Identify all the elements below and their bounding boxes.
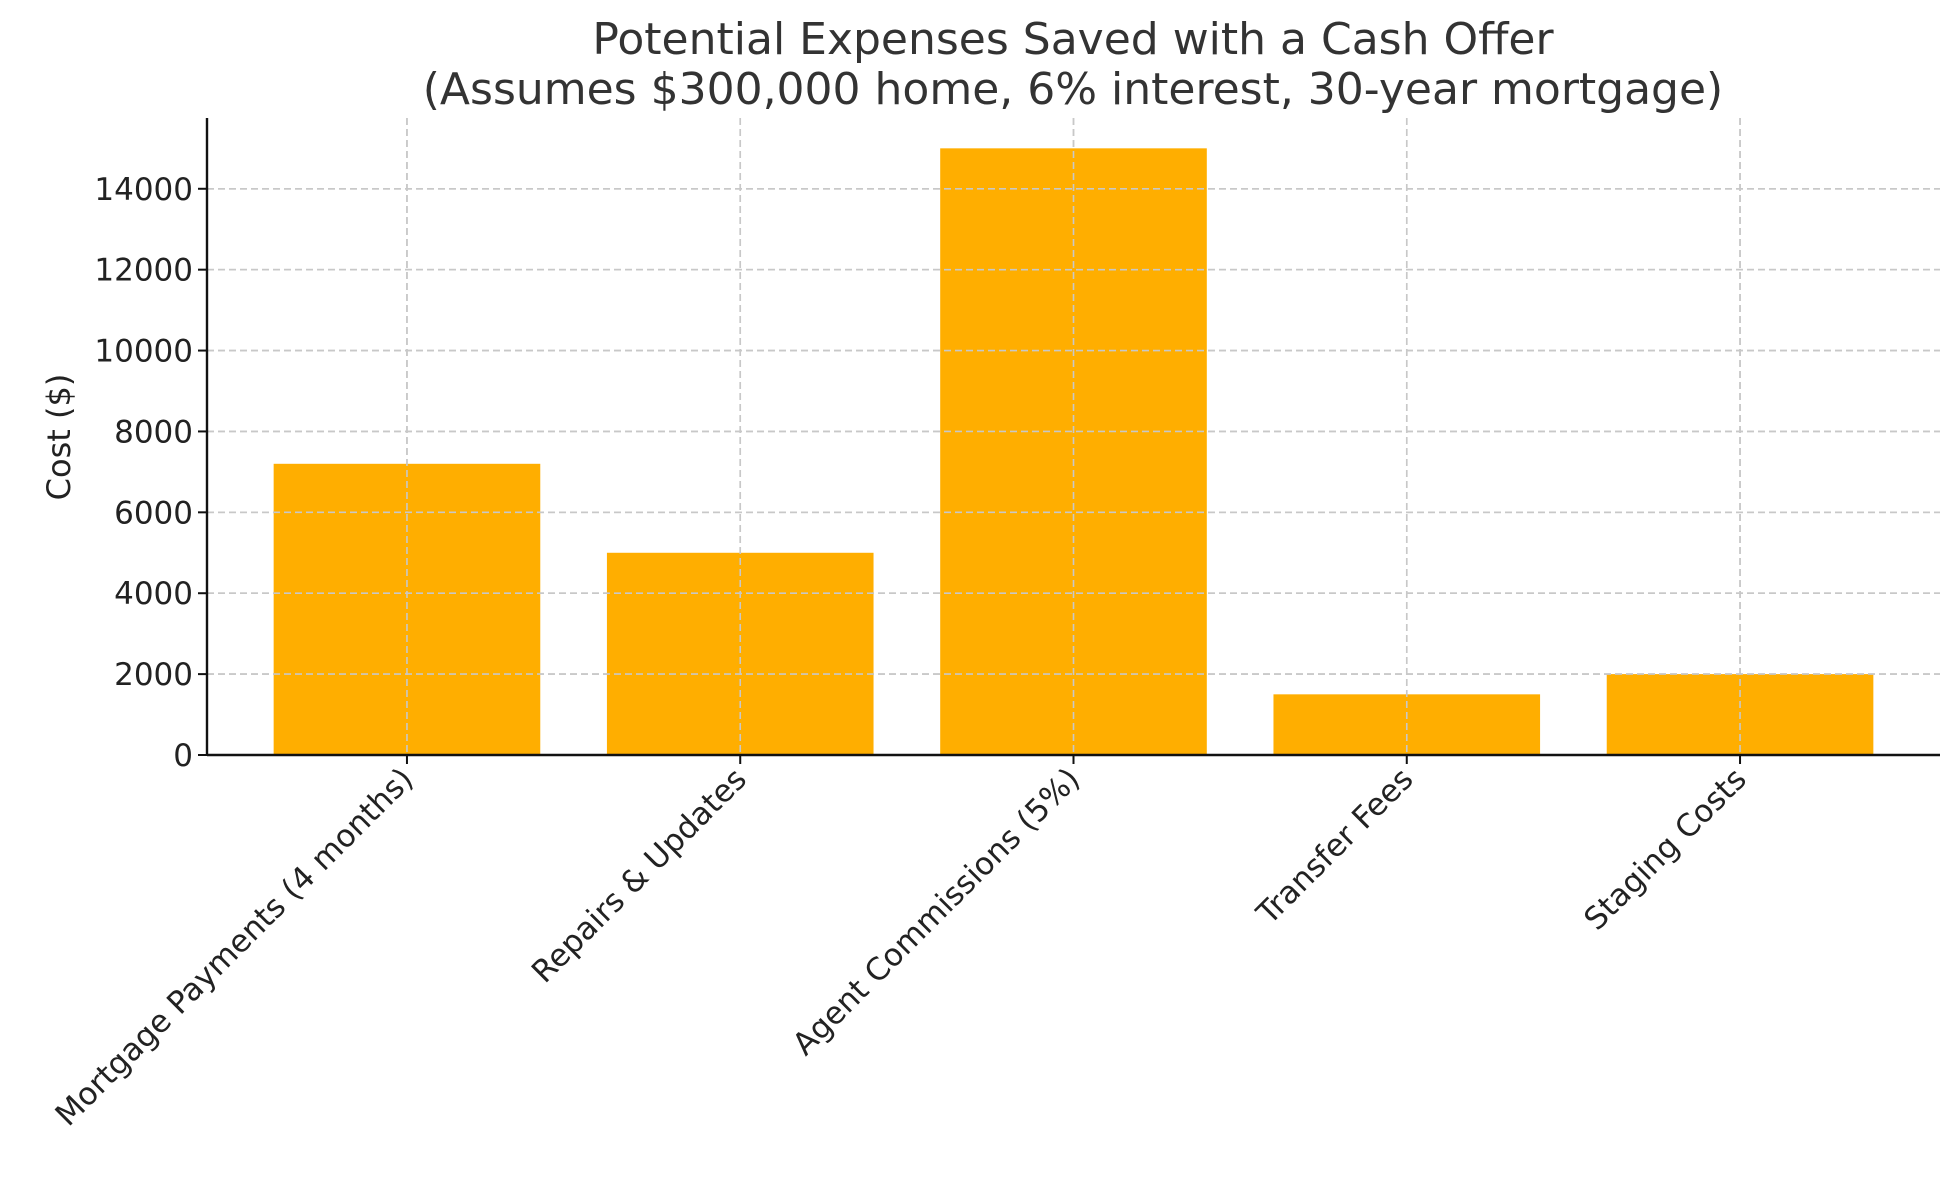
y-tick-label: 2000	[114, 657, 193, 693]
y-tick-label: 4000	[114, 576, 193, 612]
y-tick-label: 0	[173, 738, 193, 774]
y-tick-label: 12000	[94, 253, 193, 289]
y-axis-label: Cost ($)	[40, 374, 78, 501]
x-tick-label: Transfer Fees	[1249, 761, 1420, 932]
y-tick-label: 6000	[114, 495, 193, 531]
x-tick-label: Agent Commissions (5%)	[786, 761, 1087, 1062]
y-tick-label: 8000	[114, 414, 193, 450]
chart-title: Potential Expenses Saved with a Cash Off…	[592, 14, 1554, 65]
bar-layer	[207, 118, 1940, 756]
y-tick-label: 14000	[94, 172, 193, 208]
axis-layer	[198, 118, 1940, 764]
x-tick-label: Repairs & Updates	[525, 761, 754, 990]
x-tick-label: Staging Costs	[1577, 761, 1753, 937]
x-tick-label: Mortgage Payments (4 months)	[49, 761, 421, 1133]
y-tick-label: 10000	[94, 334, 193, 370]
chart-subtitle: (Assumes $300,000 home, 6% interest, 30-…	[423, 64, 1723, 115]
